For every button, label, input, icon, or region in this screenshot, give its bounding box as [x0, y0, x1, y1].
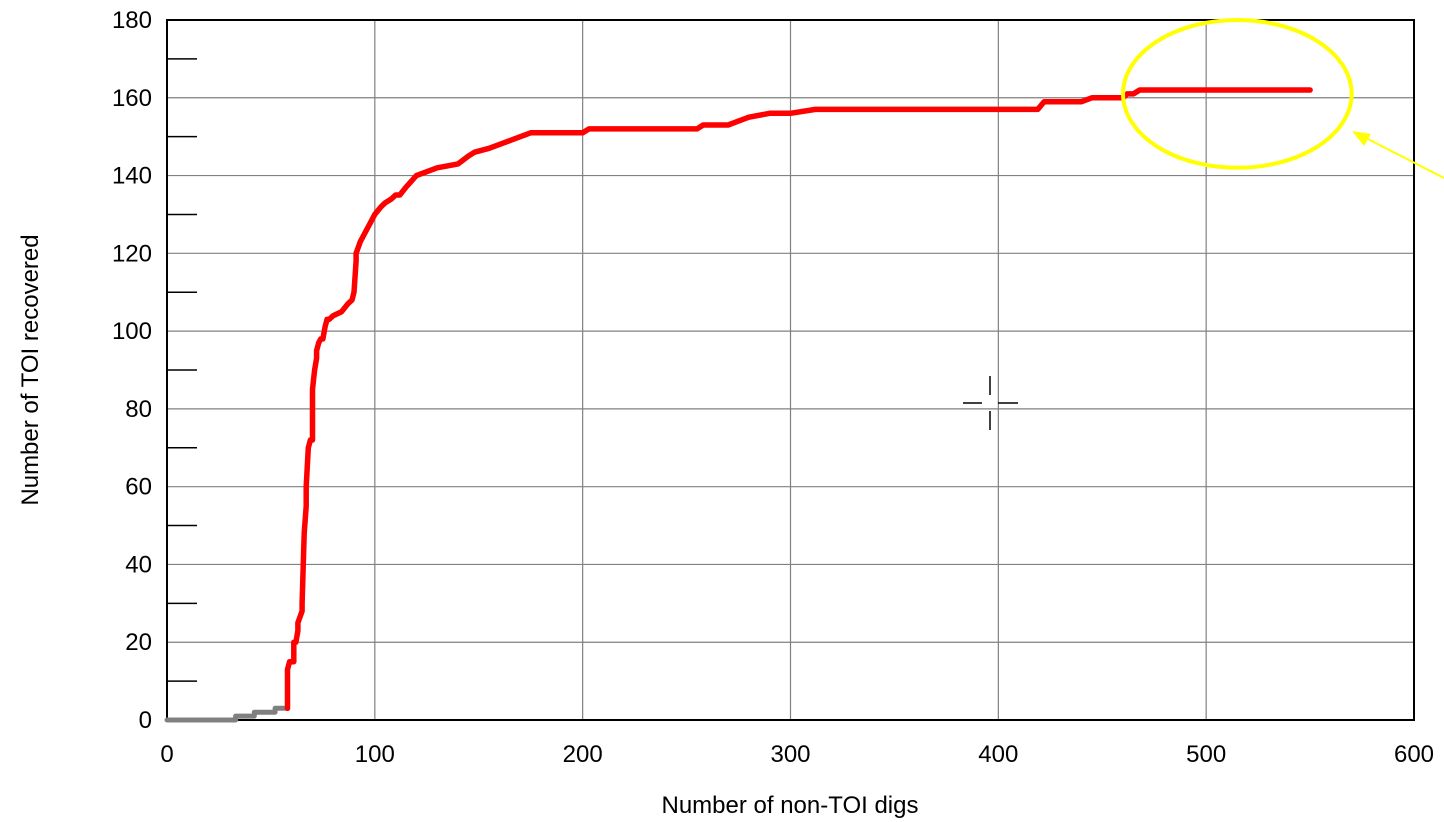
y-tick-label: 180	[112, 7, 152, 34]
y-tick-label: 40	[125, 551, 152, 578]
plot-area-frame	[166, 19, 1415, 721]
y-tick-label: 160	[112, 85, 152, 112]
highlight-ellipse	[1121, 18, 1354, 170]
series-line-main	[284, 87, 1313, 712]
x-tick-label: 500	[1186, 741, 1226, 768]
y-tick-label: 100	[112, 318, 152, 345]
annotations-group	[1121, 18, 1444, 179]
crosshair-cursor-icon	[963, 376, 1018, 430]
annotation-arrow-head	[1352, 131, 1371, 146]
y-tick-label: 80	[125, 396, 152, 423]
x-axis-title: Number of non-TOI digs	[661, 792, 918, 819]
x-tick-label: 600	[1394, 741, 1434, 768]
x-tick-label: 100	[355, 741, 395, 768]
y-tick-label: 20	[125, 629, 152, 656]
y-tick-label: 0	[139, 707, 152, 734]
x-tick-label: 300	[770, 741, 810, 768]
x-tick-label: 200	[563, 741, 603, 768]
grid-lines	[167, 20, 1414, 720]
x-tick-label: 400	[978, 741, 1018, 768]
series-line-initial	[164, 705, 290, 723]
annotation-arrow-shaft	[1361, 135, 1444, 179]
series-group	[164, 87, 1313, 723]
y-axis-title: Number of TOI recovered	[17, 234, 44, 505]
y-tick-label: 140	[112, 163, 152, 190]
x-axis-tick-labels: 0 100 200 300 400 500 600	[160, 741, 1434, 768]
y-tick-label: 60	[125, 474, 152, 501]
y-tick-label: 120	[112, 240, 152, 267]
y-minor-ticks	[167, 58, 197, 682]
x-tick-label: 0	[160, 741, 173, 768]
y-axis-tick-labels: 0 20 40 60 80 100 120 140 160 180	[112, 7, 152, 734]
